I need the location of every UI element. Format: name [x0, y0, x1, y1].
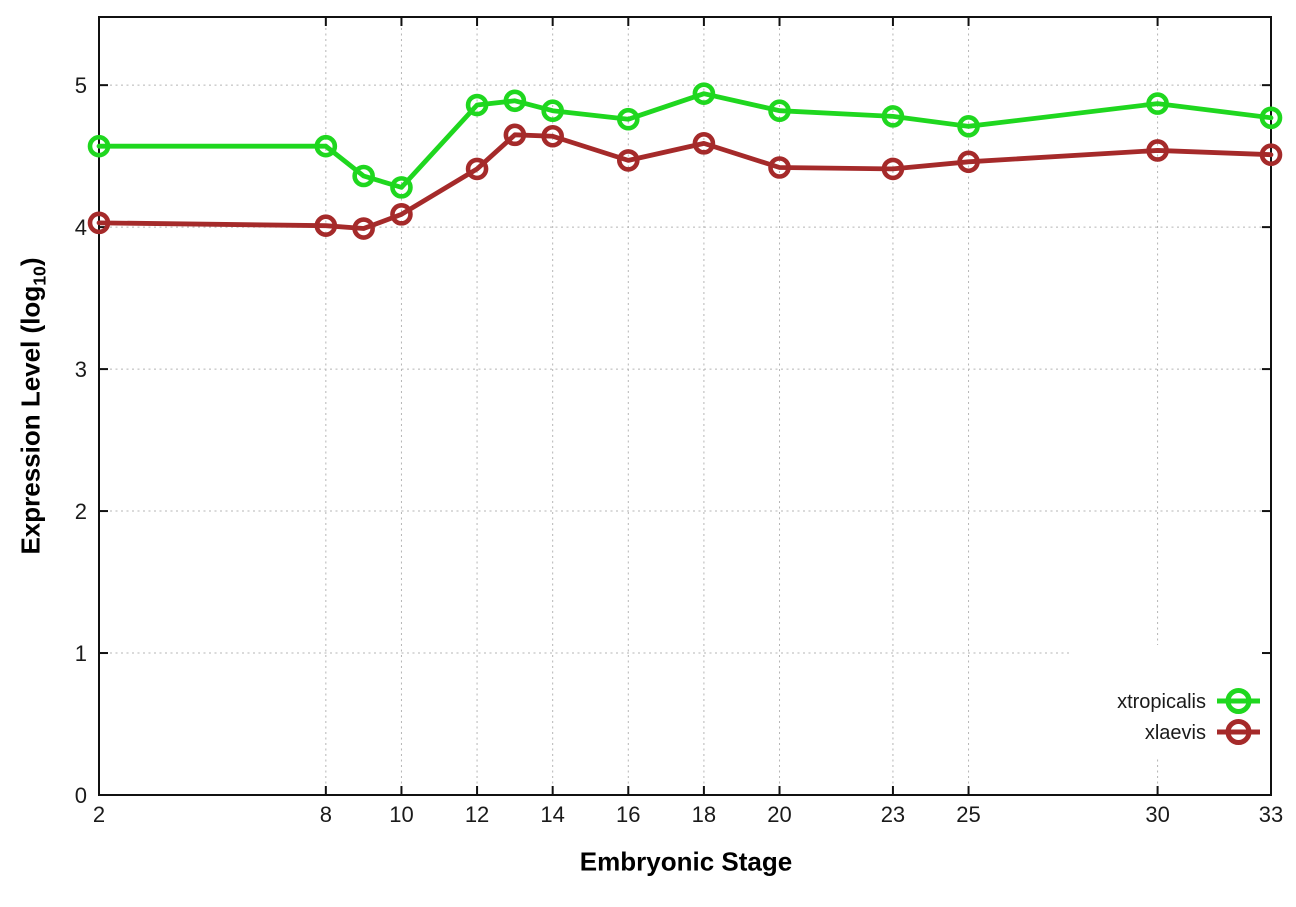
- x-tick-label: 8: [320, 802, 332, 827]
- series-xlaevis-marker: [692, 132, 716, 155]
- y-tick-label: 1: [75, 641, 87, 666]
- series-xlaevis-marker: [541, 124, 564, 148]
- y-tick-label: 0: [75, 783, 87, 808]
- series-xtropicalis-marker: [503, 89, 527, 113]
- x-tick-label: 33: [1259, 802, 1283, 827]
- series-xtropicalis-marker: [465, 93, 489, 117]
- legend-sample-marker: [1225, 688, 1252, 714]
- x-tick-label: 20: [767, 802, 791, 827]
- series-xlaevis-marker: [957, 150, 980, 174]
- series-xlaevis-marker: [768, 156, 791, 179]
- series-xtropicalis-marker: [1259, 106, 1283, 130]
- plot-border: [98, 16, 1272, 796]
- series-xlaevis-marker: [314, 214, 338, 237]
- x-tick-label: 10: [389, 802, 413, 827]
- series-xlaevis-marker: [1259, 143, 1283, 167]
- series-xlaevis-marker: [881, 157, 905, 181]
- tick-marks: [98, 17, 1272, 796]
- y-axis-title-close: ): [15, 257, 46, 267]
- series-xtropicalis-line: [96, 91, 1274, 190]
- x-tick-label: 23: [881, 802, 905, 827]
- y-tick-labels: 0 1 2 3 4 5: [75, 73, 87, 808]
- series-xtropicalis-marker: [352, 164, 375, 188]
- series-xtropicalis-marker: [390, 176, 413, 199]
- legend-sample-marker: [1225, 719, 1252, 745]
- series-xtropicalis-marker: [616, 107, 640, 131]
- series-xlaevis-line: [96, 132, 1274, 231]
- series-xtropicalis-marker: [541, 99, 564, 123]
- series-xlaevis-marker: [390, 203, 413, 226]
- series-xlaevis-marker: [616, 149, 640, 172]
- x-tick-labels: 2 8 10 12 14 16 18 20 23 25 30 33: [93, 802, 1283, 827]
- series-xlaevis-marker: [1146, 139, 1169, 162]
- legend-item-xtropicalis: xtropicalis: [1117, 688, 1260, 714]
- x-tick-label: 12: [465, 802, 489, 827]
- legend-label: xtropicalis: [1117, 691, 1206, 713]
- y-axis-title: Expression Level (log10): [15, 257, 50, 554]
- x-tick-label: 16: [616, 802, 640, 827]
- y-tick-label: 4: [75, 215, 87, 240]
- series-xlaevis-marker: [465, 157, 489, 181]
- x-tick-label: 2: [93, 802, 105, 827]
- y-tick-label: 2: [75, 499, 87, 524]
- y-axis-title-text: Expression Level (log: [15, 285, 46, 555]
- legend-label: xlaevis: [1145, 722, 1206, 744]
- y-axis-title-subscript: 10: [29, 266, 50, 286]
- legend-item-xlaevis: xlaevis: [1145, 719, 1260, 745]
- series-xtropicalis-marker: [692, 82, 716, 105]
- series-xtropicalis-marker: [881, 105, 905, 128]
- series-xlaevis-marker: [87, 211, 111, 235]
- series-xtropicalis: [87, 82, 1283, 199]
- series-xtropicalis-marker: [768, 99, 791, 123]
- series-xtropicalis-marker: [957, 115, 980, 138]
- x-tick-label: 30: [1145, 802, 1169, 827]
- legend: xtropicalis xlaevis: [1117, 688, 1260, 745]
- x-tick-label: 18: [692, 802, 716, 827]
- x-tick-label: 25: [956, 802, 980, 827]
- y-tick-label: 3: [75, 357, 87, 382]
- series-xtropicalis-marker: [314, 134, 338, 158]
- x-tick-label: 14: [540, 802, 564, 827]
- series-xlaevis-marker: [352, 217, 375, 240]
- x-axis-title: Embryonic Stage: [579, 846, 793, 877]
- series-xlaevis: [87, 123, 1283, 240]
- series-xtropicalis-marker: [87, 134, 111, 158]
- series-xtropicalis-marker: [1146, 92, 1169, 115]
- y-tick-label: 5: [75, 73, 87, 98]
- series-xlaevis-marker: [503, 123, 527, 147]
